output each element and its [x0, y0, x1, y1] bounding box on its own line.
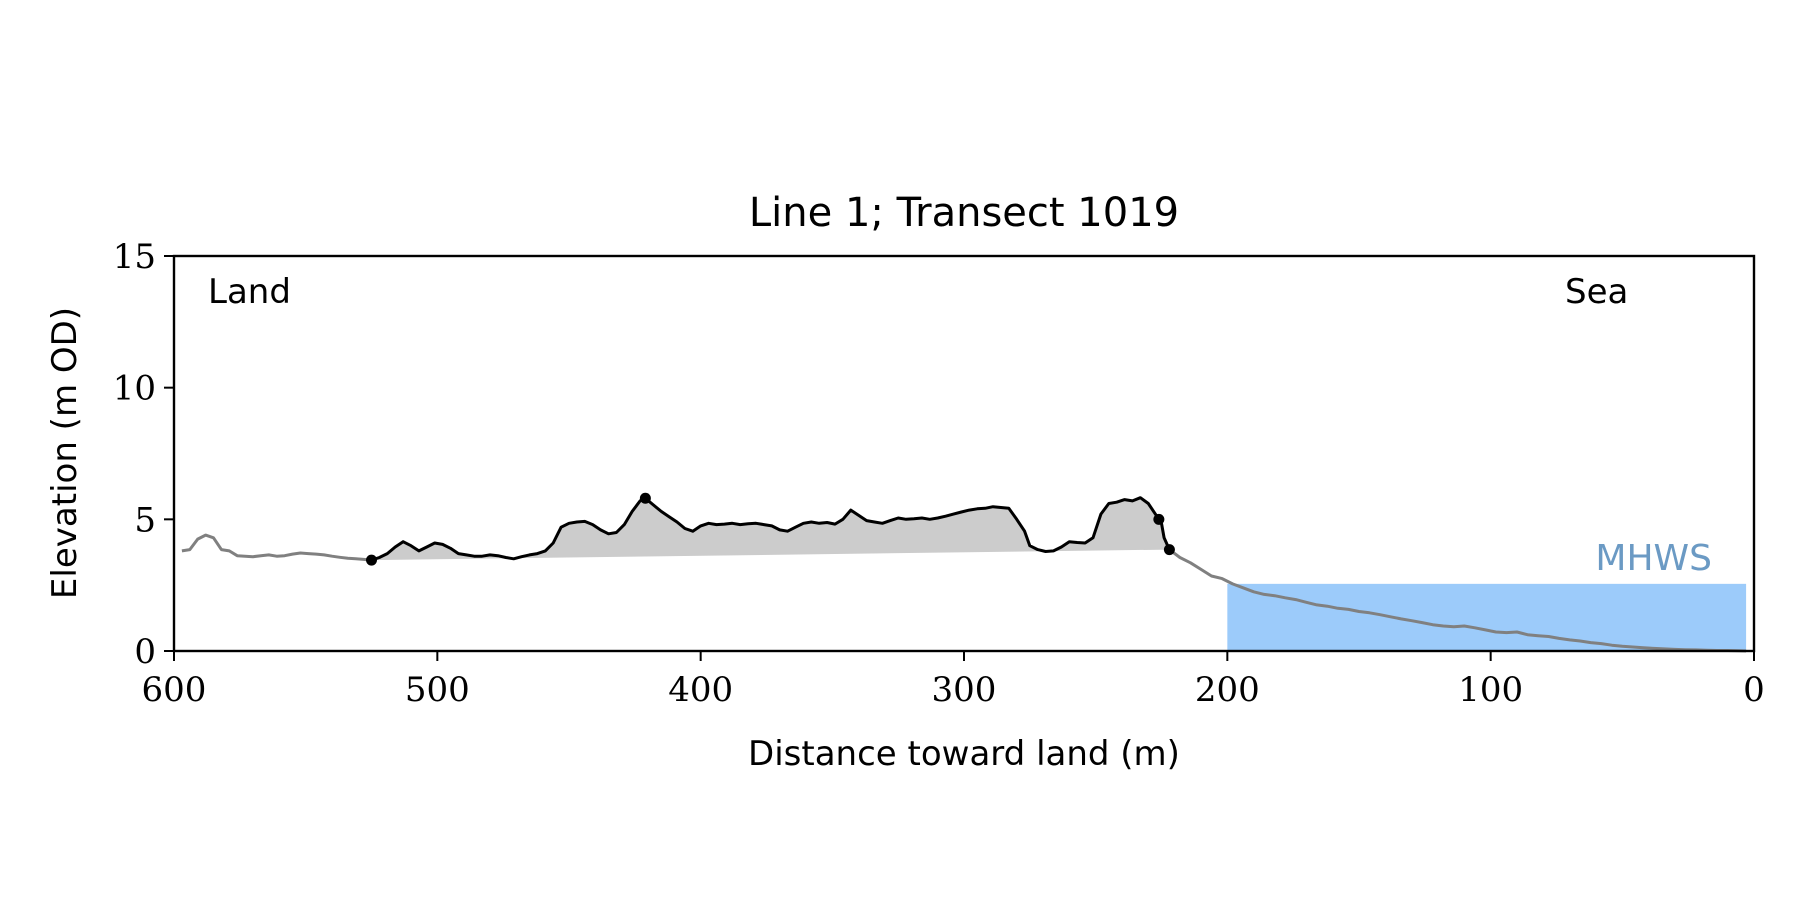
dune-marker-4	[1163, 544, 1175, 556]
mhws-label: MHWS	[1595, 538, 1712, 579]
x-tick-label: 300	[932, 670, 997, 710]
profile-line-landward	[181, 533, 372, 562]
land-label: Land	[208, 272, 291, 312]
dune-volume-fill	[371, 497, 1170, 561]
axis-ticks: 600 500 400 300 200 100 0 0 5 10 15	[113, 237, 1765, 710]
chart-title: Line 1; Transect 1019	[749, 190, 1179, 236]
dune-profile-line	[371, 496, 1171, 562]
x-tick-label: 100	[1458, 670, 1523, 710]
x-axis-label: Distance toward land (m)	[748, 734, 1180, 774]
sea-label: Sea	[1565, 272, 1628, 312]
y-tick-label: 0	[134, 632, 156, 672]
mhws-water-area	[1227, 583, 1747, 651]
dune-marker-2	[639, 492, 651, 504]
y-axis-label: Elevation (m OD)	[45, 307, 85, 599]
plot-area	[181, 492, 1747, 653]
profile-line-seaward	[1168, 548, 1747, 653]
x-tick-label: 500	[405, 670, 470, 710]
x-tick-label: 0	[1743, 670, 1765, 710]
y-tick-label: 15	[113, 237, 156, 277]
dune-marker-1	[366, 554, 377, 566]
x-tick-label: 600	[142, 670, 207, 710]
y-tick-label: 10	[113, 369, 156, 409]
dune-marker-3	[1153, 513, 1165, 525]
x-tick-label: 200	[1195, 670, 1260, 710]
y-tick-label: 5	[134, 500, 156, 540]
x-tick-label: 400	[668, 670, 733, 710]
